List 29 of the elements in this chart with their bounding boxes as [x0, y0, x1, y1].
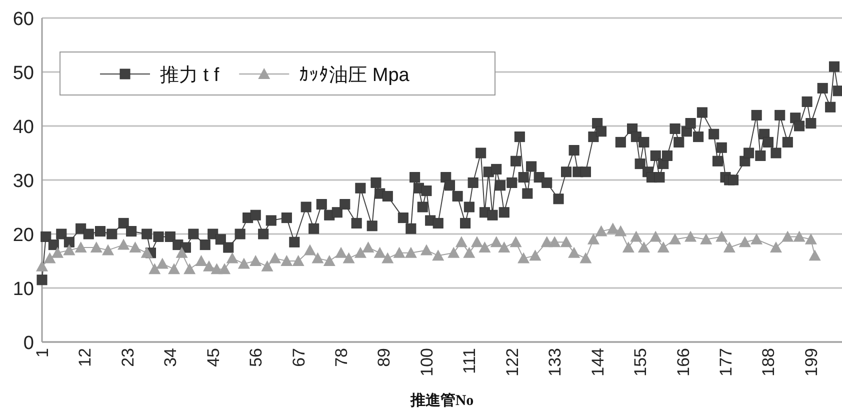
x-tick-label: 23	[118, 348, 138, 367]
y-tick-label: 50	[12, 63, 34, 84]
x-tick-label: 122	[502, 348, 522, 376]
x-tick-label: 12	[76, 348, 95, 367]
x-tick-label: 89	[374, 348, 394, 367]
x-tick-label: 155	[631, 348, 650, 376]
x-tick-label: 133	[546, 348, 565, 376]
x-tick-label: 45	[204, 348, 223, 367]
x-tick-label: 199	[802, 348, 821, 376]
x-tick-label: 1	[33, 348, 52, 358]
y-tick-label: 0	[23, 333, 34, 354]
y-tick-label: 60	[12, 9, 34, 30]
legend-label: 推力 t f	[160, 65, 220, 86]
x-tick-label: 67	[289, 348, 308, 367]
y-tick-label: 30	[12, 171, 34, 192]
x-tick-label: 34	[161, 348, 180, 367]
x-tick-label: 188	[759, 348, 778, 376]
legend-label: ｶｯﾀ油圧 Mpa	[299, 65, 410, 86]
y-tick-label: 40	[12, 117, 34, 138]
x-tick-label: 111	[460, 348, 480, 374]
x-tick-label: 56	[246, 348, 266, 367]
x-tick-label: 177	[716, 348, 736, 376]
y-tick-label: 10	[12, 279, 34, 300]
x-tick-label: 144	[588, 348, 608, 376]
x-tick-label: 100	[417, 348, 436, 376]
x-tick-label: 166	[674, 348, 693, 376]
x-axis-title: 推進管No	[409, 392, 474, 409]
y-tick-label: 20	[12, 225, 34, 246]
x-tick-label: 78	[332, 348, 352, 367]
